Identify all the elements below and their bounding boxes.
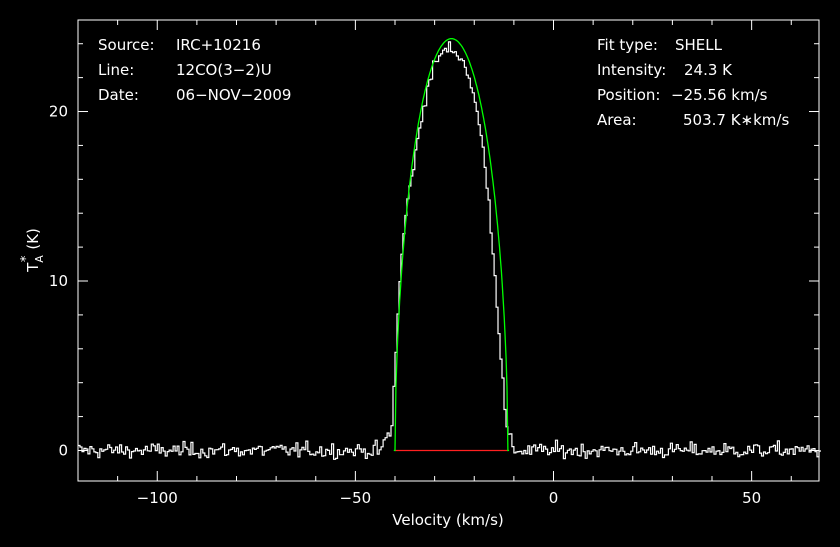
plot-frame [77,19,820,482]
info-fit-type-key: Fit type: [597,36,658,54]
info-intensity-key: Intensity: [597,61,666,79]
axis-ticks: −100 −50 0 50 0 10 20 [49,20,819,507]
info-line-key: Line: [98,61,134,79]
info-left-panel: Source: IRC+10216 Line: 12CO(3−2)U Date:… [98,36,291,104]
info-right-panel: Fit type: SHELL Intensity: 24.3 K Positi… [597,36,789,129]
svg-text:TA*(K): TA* (K) [19,228,46,273]
y-axis-label-sub: A [33,255,46,263]
info-source-key: Source: [98,36,155,54]
info-date-key: Date: [98,86,139,104]
info-intensity-value: 24.3 K [684,61,733,79]
info-date-value: 06−NOV−2009 [176,86,291,104]
y-axis-label-unit: (K) [24,228,42,250]
info-fit-type-value: SHELL [675,36,723,54]
shell-fit-line [393,37,510,452]
y-axis-label-main: T [24,262,42,273]
info-area-key: Area: [597,111,637,129]
y-axis-label-sup: * [19,255,34,262]
spectrum-line [78,41,821,460]
x-axis-label: Velocity (km/s) [392,511,503,529]
info-line-value: 12CO(3−2)U [176,61,272,79]
x-tick-label: −100 [137,489,178,507]
info-position-value: −25.56 km/s [671,86,768,104]
y-tick-label: 20 [49,103,68,121]
info-area-value: 503.7 K∗km/s [683,111,789,129]
y-axis-label: TA* (K) [19,228,46,273]
info-position-key: Position: [597,86,660,104]
x-tick-label: 0 [549,489,559,507]
plot-area [78,37,821,460]
x-tick-label: −50 [340,489,372,507]
y-tick-label: 10 [49,272,68,290]
y-tick-label: 0 [58,441,68,459]
x-tick-label: 50 [742,489,761,507]
info-source-value: IRC+10216 [176,36,261,54]
